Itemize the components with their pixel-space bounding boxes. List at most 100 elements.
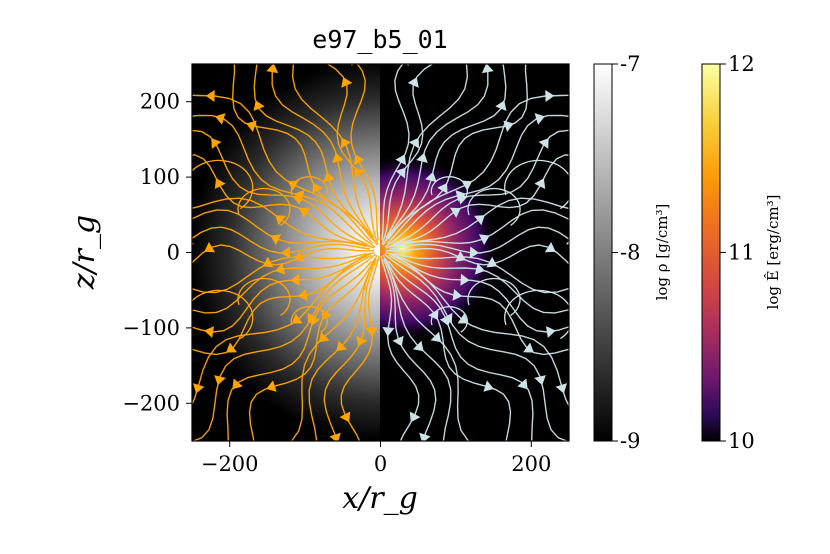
streamline-arrow [477,443,488,454]
streamline-arrow [453,25,465,35]
streamline [381,64,410,241]
streamline-arrow [430,331,442,343]
streamline-loop [504,159,569,210]
streamline [393,252,569,294]
x-axis: −200 0 200 [201,441,551,476]
streamline [385,244,569,266]
streamline-arrow [392,335,404,347]
colorbar-tick-label: -7 [620,52,640,76]
chart-title: e97_b5_01 [312,25,447,54]
streamline-arrow [534,178,546,189]
colorbar-tick-label: -9 [620,429,640,453]
streamline [387,64,529,240]
streamline [291,64,375,238]
streamline-arrow [215,113,226,125]
streamline [323,259,378,441]
streamline-loop [192,289,254,340]
streamline [308,262,375,441]
streamline-arrow [457,313,469,324]
streamline-arrow [409,411,421,423]
streamline-arrow [204,326,214,338]
y-axis: 200 100 0 −100 −200 [122,90,192,415]
streamline-arrow [425,171,437,183]
streamline [248,258,376,441]
streamline [382,254,470,441]
streamline-arrow [413,340,424,352]
streamline-arrow [339,411,351,423]
streamline-arrow [297,289,308,301]
colorbar-tick-label: 10 [728,429,755,453]
streamline-arrow [266,64,279,74]
streamline [192,255,368,356]
streamline [382,64,507,246]
streamline-arrow [275,215,286,226]
streamline-arrow [534,375,546,386]
streamline [384,258,512,441]
streamline-arrow [160,224,170,236]
streamline [192,197,375,249]
streamline-loop [237,187,291,226]
streamline-arrow [440,449,450,460]
energy-colorbar: 12 11 10 log Ê [erg/cm³] [701,52,782,453]
y-tick-label: 100 [140,165,180,189]
streamline-arrow [437,183,448,194]
streamline [393,209,569,248]
y-tick-label: −100 [122,316,180,340]
streamline-arrow [416,152,428,163]
streamline-arrow [275,263,286,275]
streamline-arrow [354,154,365,166]
density-streamlines [142,25,380,460]
streamline-arrow [336,340,347,352]
streamline [389,154,569,248]
streamline [385,64,469,238]
streamline [385,262,452,441]
streamline [340,255,380,441]
streamline-arrow [546,326,556,338]
streamline-loop [430,306,468,333]
streamline [383,253,569,441]
streamline-arrow [171,299,182,310]
streamline [290,254,378,441]
streamline-arrow [270,234,282,245]
streamline-arrow [481,64,494,74]
streamline-arrow [214,178,226,189]
y-tick-label: 200 [140,90,180,114]
streamline-arrow [503,120,514,132]
streamline-arrow [419,432,431,441]
streamline-arrow [312,183,323,194]
streamline [192,226,371,254]
streamline-arrow [266,380,277,392]
streamline-arrow [442,312,453,324]
colorbar-tick-label: -8 [620,241,640,265]
streamline [192,253,377,441]
streamline [192,209,367,248]
streamline-arrow [395,154,406,166]
streamline [389,226,569,254]
streamline-arrow [455,250,466,262]
streamline-arrow [310,449,320,460]
streamline-loop [192,159,254,210]
streamline-arrow [142,264,151,276]
streamline-arrow [469,246,479,259]
streamline-arrow [523,342,534,353]
streamline-arrow [478,234,490,245]
plot-area [142,25,570,460]
streamline-arrow [214,375,226,386]
streamline-arrow [354,167,365,179]
streamline-arrow [204,242,216,253]
x-axis-label: x/r_g [342,481,418,516]
streamline-arrow [294,250,305,262]
streamline [192,252,367,294]
streamline [192,114,376,248]
streamline-arrow [295,25,307,35]
streamline [192,252,371,314]
streamline [192,154,371,248]
streamline [392,255,569,356]
x-tick-label: −200 [201,452,259,476]
streamline [192,244,375,266]
streamline-arrow [193,383,205,394]
streamline [384,64,489,242]
streamline-arrow [332,152,344,163]
streamline-arrow [318,331,330,343]
